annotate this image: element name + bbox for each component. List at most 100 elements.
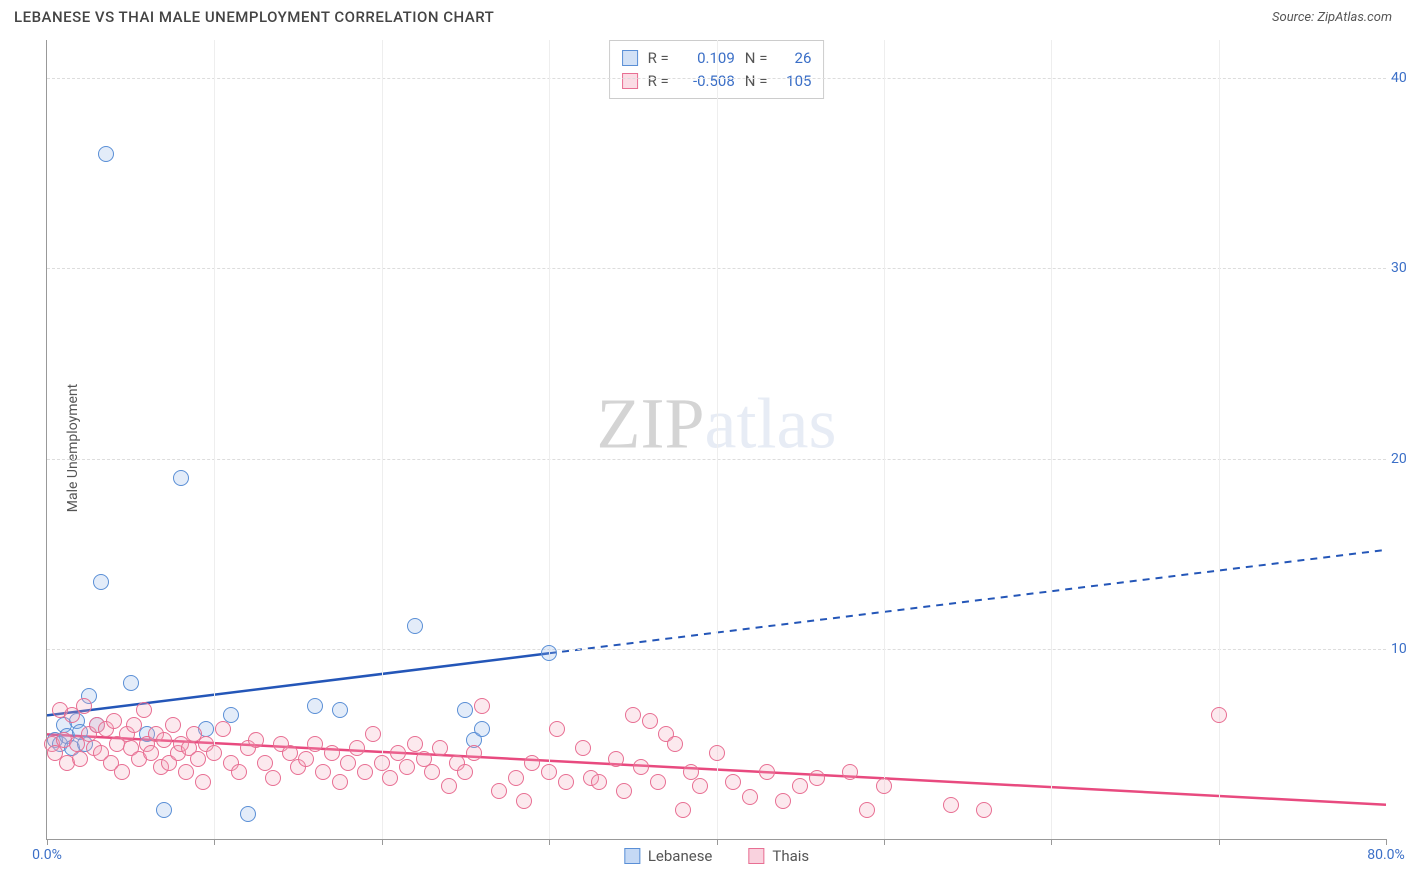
data-point xyxy=(667,736,683,752)
data-point xyxy=(307,698,323,714)
data-point xyxy=(98,146,114,162)
x-tick-mark xyxy=(1219,839,1220,845)
data-point xyxy=(206,745,222,761)
data-point xyxy=(315,764,331,780)
data-point xyxy=(424,764,440,780)
data-point xyxy=(943,797,959,813)
bottom-legend: Lebanese Thais xyxy=(624,847,809,865)
data-point xyxy=(457,702,473,718)
x-tick-mark xyxy=(214,839,215,845)
legend-label: Thais xyxy=(772,847,809,865)
data-point xyxy=(231,764,247,780)
y-tick-label: 30.0% xyxy=(1391,260,1406,276)
x-tick-mark xyxy=(549,839,550,845)
data-point xyxy=(558,774,574,790)
data-point xyxy=(842,764,858,780)
stat-r-label: R = xyxy=(648,70,669,93)
x-tick-mark xyxy=(382,839,383,845)
data-point xyxy=(792,778,808,794)
data-point xyxy=(240,806,256,822)
plot-area: Male Unemployment ZIPatlas R =0.109N =26… xyxy=(46,40,1386,840)
data-point xyxy=(340,755,356,771)
data-point xyxy=(156,732,172,748)
data-point xyxy=(173,470,189,486)
data-point xyxy=(541,764,557,780)
stat-r-value: -0.508 xyxy=(679,70,735,93)
x-tick-mark xyxy=(1051,839,1052,845)
legend-item: Thais xyxy=(748,847,809,865)
stat-n-label: N = xyxy=(745,70,768,93)
data-point xyxy=(709,745,725,761)
x-tick-label: 0.0% xyxy=(32,847,62,863)
data-point xyxy=(382,770,398,786)
x-tick-mark xyxy=(1386,839,1387,845)
data-point xyxy=(474,721,490,737)
stat-r-label: R = xyxy=(648,47,669,70)
legend-swatch xyxy=(624,848,640,864)
data-point xyxy=(76,698,92,714)
x-grid-line xyxy=(214,40,215,839)
data-point xyxy=(549,721,565,737)
y-tick-label: 10.0% xyxy=(1391,641,1406,657)
data-point xyxy=(399,759,415,775)
data-point xyxy=(324,745,340,761)
data-point xyxy=(633,759,649,775)
data-point xyxy=(616,783,632,799)
stat-n-label: N = xyxy=(745,47,768,70)
data-point xyxy=(93,574,109,590)
data-point xyxy=(374,755,390,771)
data-point xyxy=(114,764,130,780)
data-point xyxy=(809,770,825,786)
data-point xyxy=(332,774,348,790)
data-point xyxy=(466,745,482,761)
data-point xyxy=(357,764,373,780)
data-point xyxy=(541,645,557,661)
data-point xyxy=(165,717,181,733)
legend-swatch xyxy=(622,50,638,66)
chart-title: LEBANESE VS THAI MALE UNEMPLOYMENT CORRE… xyxy=(14,8,494,26)
data-point xyxy=(190,751,206,767)
data-point xyxy=(976,802,992,818)
data-point xyxy=(156,802,172,818)
data-point xyxy=(457,764,473,780)
data-point xyxy=(591,774,607,790)
stat-n-value: 105 xyxy=(777,70,811,93)
data-point xyxy=(298,751,314,767)
data-point xyxy=(106,713,122,729)
data-point xyxy=(72,751,88,767)
legend-label: Lebanese xyxy=(648,847,713,865)
data-point xyxy=(195,774,211,790)
x-grid-line xyxy=(884,40,885,839)
data-point xyxy=(775,793,791,809)
x-tick-mark xyxy=(884,839,885,845)
x-tick-label: 80.0% xyxy=(1367,847,1405,863)
data-point xyxy=(759,764,775,780)
x-grid-line xyxy=(382,40,383,839)
data-point xyxy=(508,770,524,786)
data-point xyxy=(642,713,658,729)
data-point xyxy=(692,778,708,794)
watermark-dark: ZIP xyxy=(597,383,705,463)
data-point xyxy=(215,721,231,737)
legend-swatch xyxy=(622,73,638,89)
data-point xyxy=(407,618,423,634)
legend-item: Lebanese xyxy=(624,847,713,865)
x-grid-line xyxy=(717,40,718,839)
legend-swatch xyxy=(748,848,764,864)
data-point xyxy=(123,675,139,691)
data-point xyxy=(725,774,741,790)
data-point xyxy=(407,736,423,752)
y-axis-label: Male Unemployment xyxy=(65,383,81,511)
data-point xyxy=(432,740,448,756)
trend-line-dashed xyxy=(549,550,1386,653)
data-point xyxy=(257,755,273,771)
data-point xyxy=(742,789,758,805)
data-point xyxy=(650,774,666,790)
data-point xyxy=(126,717,142,733)
data-point xyxy=(248,732,264,748)
x-grid-line xyxy=(549,40,550,839)
stat-r-value: 0.109 xyxy=(679,47,735,70)
data-point xyxy=(365,726,381,742)
data-point xyxy=(1211,707,1227,723)
data-point xyxy=(876,778,892,794)
